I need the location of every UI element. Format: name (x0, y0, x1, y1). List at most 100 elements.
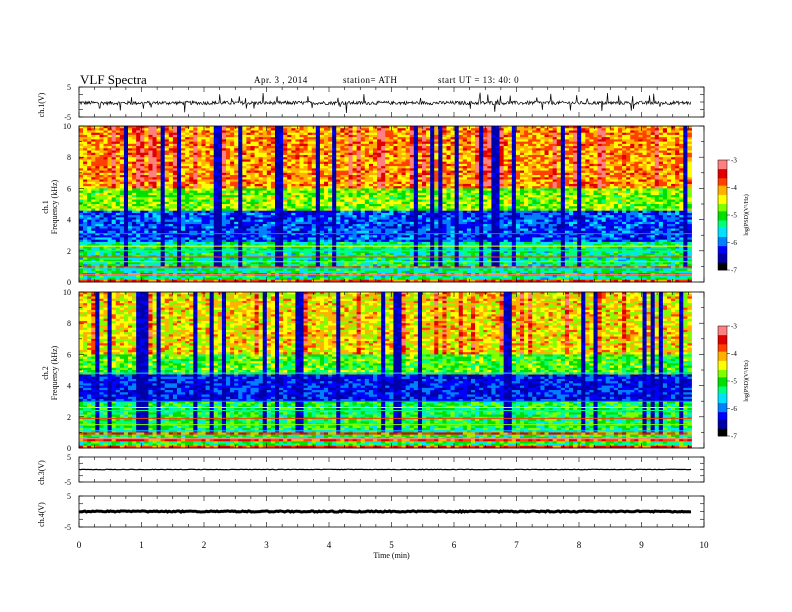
spectrogram-cell (189, 168, 194, 171)
spectrogram-cell (160, 148, 166, 151)
spectrogram-cell (250, 228, 255, 232)
spectrogram-cell (160, 268, 166, 272)
spectrogram-cell (209, 139, 215, 142)
spectrogram-cell (119, 192, 125, 196)
spectrogram-cell (287, 226, 292, 229)
spectrogram-cell (197, 181, 202, 185)
spectrogram-cell (217, 279, 223, 283)
spectrogram-cell (111, 206, 117, 209)
spectrogram-cell (283, 210, 288, 214)
spectrogram-cell (91, 188, 96, 192)
spectrogram-cell (160, 150, 166, 154)
spectrogram-cell (205, 264, 211, 267)
spectrogram-cell (144, 248, 149, 252)
spectrogram-cell (185, 232, 190, 236)
spectrogram-cell (258, 250, 264, 254)
spectrogram-cell (275, 215, 280, 218)
spectrogram-cell (172, 157, 178, 160)
spectrogram-cell (103, 181, 108, 185)
spectrogram-cell (160, 172, 166, 176)
spectrogram-cell (136, 219, 141, 223)
spectrogram-cell (91, 157, 96, 160)
spectrogram-cell (279, 239, 284, 243)
spectrogram-cell (266, 148, 272, 151)
spectrogram-cell (213, 210, 219, 214)
spectrogram-cell (148, 246, 153, 249)
spectrogram-cell (115, 250, 121, 254)
spectrogram-cell (287, 232, 292, 236)
spectrogram-cell (91, 237, 96, 241)
spectrogram-cell (99, 195, 104, 198)
spectrogram-cell (156, 221, 162, 225)
spectrogram-cell (79, 139, 84, 142)
spectrogram-cell (177, 130, 182, 134)
spectrogram-cell (197, 199, 202, 203)
spectrogram-cell (299, 183, 304, 187)
spectrogram-cell (123, 248, 129, 252)
spectrogram-cell (262, 204, 268, 207)
spectrogram-cell (205, 163, 211, 167)
spectrogram-cell (152, 219, 157, 223)
spectrogram-cell (115, 232, 121, 236)
spectrogram-cell (266, 157, 272, 160)
spectrogram-cell (311, 241, 317, 245)
spectrogram-cell (221, 239, 227, 243)
spectrogram-cell (295, 186, 300, 189)
spectrogram-cell (307, 219, 313, 223)
spectrogram-cell (217, 150, 223, 154)
spectrogram-cell (275, 183, 280, 187)
spectrogram-cell (181, 261, 186, 265)
spectrogram-cell (172, 221, 178, 225)
spectrogram-cell (168, 268, 174, 272)
spectrogram-cell (226, 244, 231, 247)
spectrogram-cell (185, 253, 190, 256)
spectrogram-cell (270, 237, 276, 241)
spectrogram-cell (193, 157, 198, 160)
spectrogram-cell (209, 132, 215, 136)
spectrogram-cell (283, 152, 288, 156)
spectrogram-cell (283, 264, 288, 267)
spectrogram-cell (226, 181, 231, 185)
spectrogram-cell (275, 221, 280, 225)
spectrogram-cell (201, 190, 206, 194)
spectrogram-cell (279, 237, 284, 241)
spectrogram-cell (193, 248, 198, 252)
spectrogram-cell (279, 179, 284, 183)
spectrogram-cell (172, 177, 178, 180)
spectrogram-cell (189, 204, 194, 207)
spectrogram-cell (201, 239, 206, 243)
spectrogram-cell (172, 279, 178, 283)
spectrogram-cell (164, 261, 170, 265)
spectrogram-cell (79, 157, 84, 160)
spectrogram-cell (95, 230, 100, 234)
spectrogram-cell (307, 250, 313, 254)
spectrogram-cell (307, 168, 313, 171)
spectrogram-cell (303, 208, 309, 212)
spectrogram-cell (140, 244, 145, 247)
spectrogram-cell (291, 130, 296, 134)
spectrogram-cell (311, 161, 317, 165)
spectrogram-cell (132, 179, 137, 183)
spectrogram-cell (234, 210, 239, 214)
spectrogram-cell (307, 172, 313, 176)
spectrogram-cell (164, 170, 170, 174)
spectrogram-cell (221, 210, 227, 214)
spectrogram-cell (119, 270, 125, 274)
spectrogram-cell (258, 126, 264, 129)
spectrogram-cell (230, 141, 235, 145)
spectrogram-cell (136, 179, 141, 183)
spectrogram-cell (99, 172, 104, 176)
spectrogram-cell (262, 201, 268, 205)
spectrogram-cell (91, 275, 96, 278)
spectrogram-cell (201, 143, 206, 147)
spectrogram-cell (201, 130, 206, 134)
spectrogram-cell (189, 215, 194, 218)
spectrogram-cell (91, 201, 96, 205)
spectrogram-cell (270, 239, 276, 243)
spectrogram-cell (270, 150, 276, 154)
spectrogram-cell (91, 181, 96, 185)
spectrogram-cell (250, 257, 255, 261)
spectrogram-cell (283, 195, 288, 198)
spectrogram-cell (258, 208, 264, 212)
spectrogram-cell (217, 152, 223, 156)
